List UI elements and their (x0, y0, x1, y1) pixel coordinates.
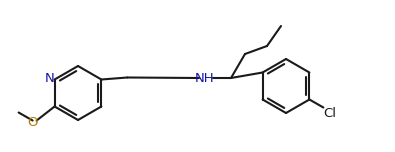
Text: N: N (45, 72, 55, 85)
Text: O: O (27, 116, 38, 129)
Text: Cl: Cl (323, 107, 336, 120)
Text: NH: NH (195, 73, 215, 85)
